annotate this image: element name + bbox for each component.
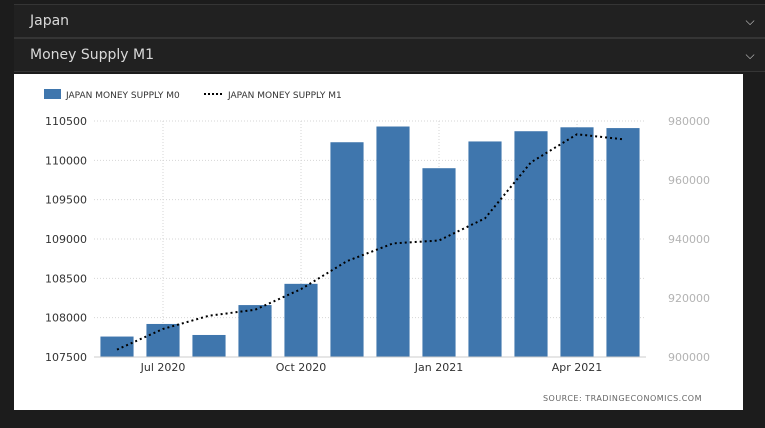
bar-m0 xyxy=(330,142,364,357)
money-supply-chart: 107500 108000 108500 109000 109500 110000 1105… xyxy=(44,89,710,403)
chevron-down-icon[interactable]: ⌵ xyxy=(745,13,755,28)
bar-m0 xyxy=(560,127,594,357)
y-right-tick-label: 960000 xyxy=(668,174,710,187)
indicator-dropdown-label: Money Supply M1 xyxy=(30,47,155,63)
y-left-tick-label: 108500 xyxy=(45,272,87,285)
line-series-m1 xyxy=(116,133,624,351)
chart-panel: 107500 108000 108500 109000 109500 110000 1105… xyxy=(14,74,743,410)
bar-m0 xyxy=(514,131,548,357)
y-left-tick-label: 107500 xyxy=(45,351,87,364)
line-m1 xyxy=(116,133,624,351)
y-left-tick-label: 110000 xyxy=(45,154,87,167)
y-left-tick-label: 108000 xyxy=(45,312,87,325)
legend-label-m0: JAPAN MONEY SUPPLY M0 xyxy=(65,91,180,101)
source-label: SOURCE: TRADINGECONOMICS.COM xyxy=(543,394,702,403)
grid xyxy=(94,120,646,358)
x-tick-label: Jul 2020 xyxy=(140,361,186,374)
country-dropdown-label: Japan xyxy=(30,13,70,29)
legend-label-m1: JAPAN MONEY SUPPLY M1 xyxy=(227,91,342,101)
y-left-tick-label: 110500 xyxy=(45,115,87,128)
bar-m0 xyxy=(606,128,640,357)
country-dropdown[interactable]: Japan ⌵ xyxy=(14,4,765,38)
bar-m0 xyxy=(100,336,134,357)
bar-m0 xyxy=(238,305,272,357)
y-left-tick-label: 109000 xyxy=(45,233,87,246)
x-tick-label: Oct 2020 xyxy=(276,361,327,374)
axes: 107500 108000 108500 109000 109500 110000 1105… xyxy=(45,115,710,374)
legend: JAPAN MONEY SUPPLY M0 JAPAN MONEY SUPPLY… xyxy=(44,89,342,101)
bar-m0 xyxy=(468,141,502,357)
y-left-tick-label: 109500 xyxy=(45,194,87,207)
bar-m0 xyxy=(422,168,456,357)
x-tick-label: Jan 2021 xyxy=(414,361,463,374)
bar-m0 xyxy=(376,126,410,357)
y-right-tick-label: 900000 xyxy=(668,351,710,364)
bar-m0 xyxy=(192,334,226,357)
y-right-tick-label: 980000 xyxy=(668,115,710,128)
legend-swatch-m0 xyxy=(44,89,61,99)
y-right-tick-label: 920000 xyxy=(668,292,710,305)
x-tick-label: Apr 2021 xyxy=(552,361,603,374)
bar-series-m0 xyxy=(100,126,640,357)
y-right-tick-label: 940000 xyxy=(668,233,710,246)
bar-m0 xyxy=(284,283,318,357)
chevron-down-icon[interactable]: ⌵ xyxy=(745,47,755,62)
indicator-dropdown[interactable]: Money Supply M1 ⌵ xyxy=(14,38,765,72)
